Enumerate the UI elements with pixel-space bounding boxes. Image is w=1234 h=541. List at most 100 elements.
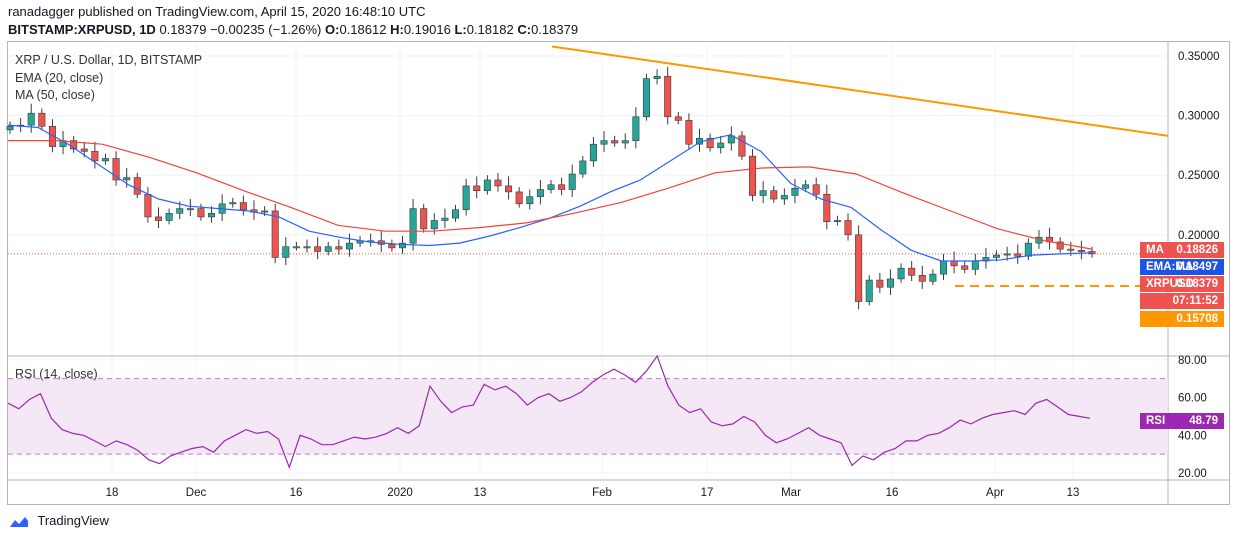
candle-body	[6, 126, 14, 131]
rsi-tick-label: 20.00	[1178, 468, 1207, 480]
rsi-line-layer	[7, 354, 1091, 470]
candles-layer	[6, 66, 1096, 310]
candle-body	[780, 195, 788, 200]
candle-body	[303, 246, 311, 249]
rsi-badge-value: 48.79	[1189, 415, 1218, 427]
candle-body	[1003, 253, 1011, 256]
candle-body	[91, 151, 99, 162]
low-label: L:	[454, 22, 467, 37]
x-tick-label: 13	[1067, 487, 1080, 499]
symbol: BITSTAMP:XRPUSD, 1D	[8, 22, 156, 37]
candle-body	[855, 234, 863, 302]
candle-body	[1056, 241, 1064, 250]
candle-body	[388, 244, 396, 249]
candle-body	[886, 278, 894, 288]
x-tick-label: Mar	[781, 487, 801, 499]
rsi-legend[interactable]: RSI (14, close)	[15, 367, 98, 381]
candle-body	[261, 210, 269, 213]
candle-body	[642, 78, 650, 118]
tradingview-brand: TradingView	[37, 513, 109, 528]
ema-badge-label: EMA:MA	[1146, 261, 1194, 273]
price-badge: XRPUSD 0.18379	[1140, 276, 1224, 292]
x-tick-label: 18	[106, 487, 119, 499]
candle-body	[727, 135, 735, 144]
chart-title: XRP / U.S. Dollar, 1D, BITSTAMP	[15, 53, 203, 67]
candle-body	[611, 140, 619, 144]
candle-body	[844, 220, 852, 236]
moving-averages-layer	[7, 124, 1093, 262]
candle-body	[685, 120, 693, 145]
rsi-tick-label: 40.00	[1178, 430, 1207, 442]
candle-body	[929, 273, 937, 282]
candle-body	[526, 196, 534, 205]
candle-body	[961, 265, 969, 270]
candle-body	[165, 213, 173, 221]
candle-body	[133, 177, 141, 195]
candle-body	[462, 185, 470, 211]
candle-body	[208, 213, 216, 218]
last-price: 0.18379	[159, 22, 207, 37]
candle-body	[536, 189, 544, 197]
close-label: C:	[517, 22, 532, 37]
price-badge-label: XRPUSD	[1146, 278, 1194, 290]
x-tick-label: 16	[290, 487, 303, 499]
time-axis-ticks: 18 Dec 16 2020 13 Feb 17 Mar 16 Apr 13	[106, 487, 1080, 499]
candle-body	[653, 75, 661, 79]
candle-body	[802, 184, 810, 189]
rsi-badge: RSI 48.79	[1140, 413, 1224, 429]
rsi-line	[7, 354, 1091, 470]
candle-body	[409, 208, 417, 244]
candle-body	[27, 112, 35, 126]
candle-body	[282, 246, 290, 258]
ma-line	[8, 140, 1093, 250]
candle-body	[918, 275, 926, 282]
ma-badge: MA 0.18826	[1140, 242, 1224, 258]
candle-body	[1077, 249, 1085, 252]
candle-body	[176, 208, 184, 214]
candle-body	[717, 142, 725, 149]
candle-body	[112, 158, 120, 181]
price-axis-ticks: 0.35000 0.30000 0.25000 0.20000 80.00 60.00 40…	[1178, 51, 1220, 480]
candle-body	[770, 190, 778, 200]
candle-body	[589, 143, 597, 162]
candle-body	[314, 246, 322, 252]
candle-body	[292, 246, 300, 249]
open-label: O:	[325, 22, 340, 37]
ema-legend[interactable]: EMA (20, close)	[15, 71, 104, 85]
candle-body	[155, 216, 163, 221]
candle-body	[621, 140, 629, 144]
candle-body	[674, 116, 682, 121]
x-tick-label: 2020	[387, 487, 413, 499]
rsi-band-fill	[8, 378, 1168, 455]
candle-body	[473, 185, 481, 191]
tradingview-logo[interactable]: TradingView	[8, 513, 109, 529]
candle-body	[600, 140, 608, 145]
candle-body	[759, 190, 767, 196]
publish-line: ranadagger published on TradingView.com,…	[8, 4, 426, 19]
rsi-tick-label: 60.00	[1178, 393, 1207, 405]
candle-body	[993, 254, 1001, 258]
high-label: H:	[390, 22, 404, 37]
candle-body	[568, 173, 576, 190]
candle-body	[70, 140, 78, 150]
candle-body	[345, 242, 353, 250]
ma-legend[interactable]: MA (50, close)	[15, 88, 95, 102]
candle-body	[48, 126, 56, 147]
candle-body	[632, 116, 640, 141]
resistance-trendline	[551, 45, 1169, 137]
ema-badge: EMA:MA 0.18497	[1140, 259, 1224, 275]
candle-body	[833, 220, 841, 222]
close-value: 0.18379	[531, 22, 579, 37]
candle-body	[186, 208, 194, 211]
candle-body	[897, 267, 905, 280]
candle-body	[335, 246, 343, 250]
low-value: 0.18182	[466, 22, 514, 37]
candle-body	[420, 208, 428, 230]
ma-badge-value: 0.18826	[1176, 244, 1218, 256]
candle-body	[823, 193, 831, 222]
ma-badge-label: MA	[1146, 244, 1164, 256]
candle-body	[324, 246, 332, 252]
countdown-value: 07:11:52	[1172, 295, 1218, 307]
candle-body	[505, 185, 513, 193]
